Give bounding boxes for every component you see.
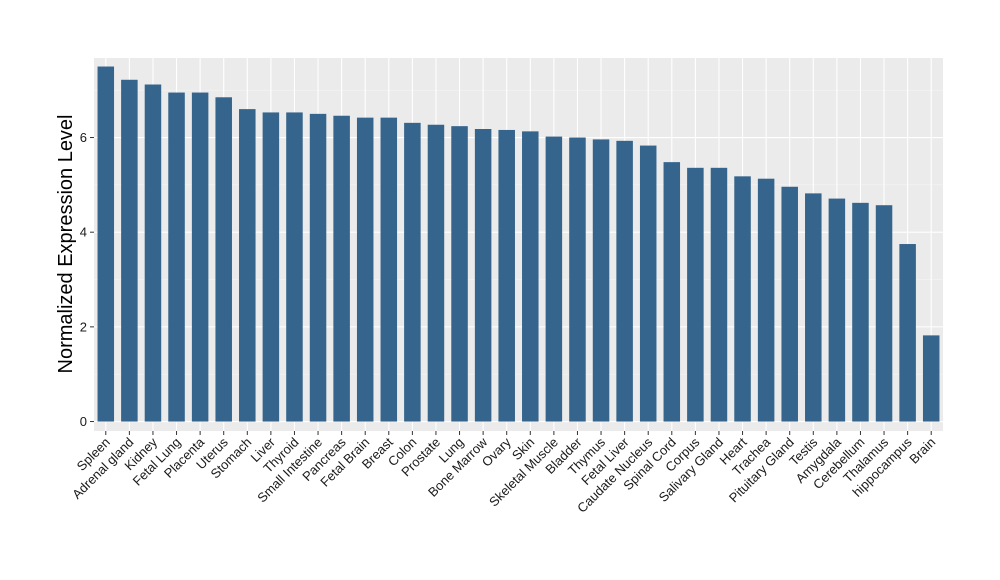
y-tick-label: 6 [80, 130, 87, 145]
y-tick-label: 0 [80, 414, 87, 429]
bar [616, 140, 633, 422]
bar [498, 129, 515, 422]
bar [191, 92, 209, 422]
bar [875, 205, 893, 422]
bar [286, 112, 303, 422]
bar [899, 244, 916, 422]
bar [262, 112, 280, 422]
bar [121, 79, 138, 422]
bar [309, 113, 327, 422]
y-axis: 0 2 4 6 [80, 130, 94, 429]
y-tick-label: 4 [80, 225, 87, 240]
bar [922, 335, 940, 422]
bar [687, 167, 704, 422]
bar [97, 66, 115, 422]
x-tick-label: Brain [906, 435, 938, 467]
bar [852, 202, 869, 422]
bar [427, 124, 445, 422]
bar [592, 139, 610, 422]
bar [663, 162, 681, 422]
bar [781, 186, 798, 422]
bar [545, 136, 563, 422]
bar [215, 97, 232, 422]
y-tick-label: 2 [80, 319, 87, 334]
bar [757, 178, 775, 422]
bar [710, 167, 728, 422]
bar [569, 137, 586, 422]
bar [828, 198, 846, 422]
bar [474, 129, 492, 422]
bar [451, 126, 468, 422]
bar [239, 109, 256, 422]
bar [356, 117, 374, 422]
bar [333, 115, 350, 422]
bar [404, 122, 421, 422]
bar [168, 92, 185, 422]
plot-panel [94, 58, 943, 431]
bar [805, 193, 822, 422]
bar [380, 117, 398, 422]
bar [639, 145, 657, 422]
bars [97, 66, 940, 422]
bar [144, 84, 162, 422]
bar [734, 176, 751, 422]
y-axis-title: Normalized Expression Level [55, 114, 77, 373]
bar [522, 131, 539, 422]
